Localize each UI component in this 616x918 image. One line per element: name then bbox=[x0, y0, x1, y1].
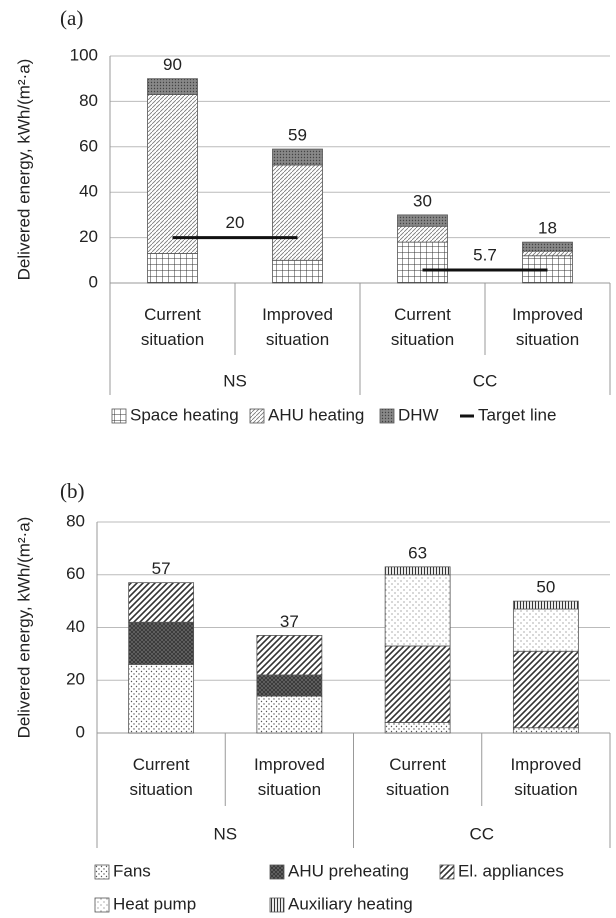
total-label: 90 bbox=[163, 55, 182, 74]
x-tick-label: Current situation bbox=[140, 305, 205, 349]
y-tick-label: 20 bbox=[79, 227, 98, 246]
total-label: 18 bbox=[538, 219, 557, 238]
legend-label: AHU preheating bbox=[288, 861, 409, 880]
y-tick-label: 40 bbox=[66, 617, 85, 636]
bar-segment bbox=[512, 650, 579, 729]
bar-segment bbox=[256, 635, 323, 676]
bar-segment bbox=[512, 600, 579, 610]
legend-swatch bbox=[94, 897, 110, 913]
target-label: 5.7 bbox=[473, 246, 497, 265]
legend-label: Target line bbox=[478, 405, 556, 424]
bar-segment bbox=[147, 94, 198, 254]
group-label: NS bbox=[213, 824, 237, 843]
x-tick-label: Improved situation bbox=[262, 305, 333, 349]
legend-swatch bbox=[249, 408, 265, 424]
bar-segment bbox=[128, 582, 195, 623]
x-tick-label: Improved situation bbox=[512, 305, 583, 349]
bar-segment bbox=[397, 214, 448, 227]
y-axis-label: Delivered energy, kWh/(m²·a) bbox=[14, 59, 33, 281]
x-tick-label: Current situation bbox=[129, 755, 193, 799]
x-tick-label: Current situation bbox=[390, 305, 455, 349]
bar-segment bbox=[256, 674, 323, 697]
total-label: 59 bbox=[288, 126, 307, 145]
bar-segment bbox=[272, 148, 323, 166]
y-tick-label: 80 bbox=[66, 511, 85, 530]
legend-label: AHU heating bbox=[268, 405, 364, 424]
legend-label: DHW bbox=[398, 405, 439, 424]
legend-swatch bbox=[269, 864, 285, 880]
legend-label: Fans bbox=[113, 861, 151, 880]
bar-segment bbox=[147, 253, 198, 284]
total-label: 37 bbox=[280, 612, 299, 631]
legend-label: Auxiliary heating bbox=[288, 894, 413, 913]
y-tick-label: 0 bbox=[76, 722, 85, 741]
legend-label: El. appliances bbox=[458, 861, 564, 880]
legend-label: Space heating bbox=[130, 405, 239, 424]
y-tick-label: 0 bbox=[89, 272, 98, 291]
bar-segment bbox=[256, 695, 323, 734]
y-tick-label: 60 bbox=[66, 564, 85, 583]
panel-label: (b) bbox=[60, 479, 85, 503]
bar-segment bbox=[512, 727, 579, 734]
bar-segment bbox=[147, 78, 198, 95]
total-label: 63 bbox=[408, 543, 427, 562]
y-tick-label: 100 bbox=[70, 45, 98, 64]
x-tick-label: Improved situation bbox=[253, 755, 325, 799]
x-tick-label: Improved situation bbox=[510, 755, 582, 799]
bar-segment bbox=[522, 241, 573, 252]
bar-segment bbox=[128, 621, 195, 665]
bar-segment bbox=[384, 645, 451, 723]
legend-swatch bbox=[379, 408, 395, 424]
total-label: 30 bbox=[413, 191, 432, 210]
panel-label: (a) bbox=[60, 6, 83, 30]
legend-swatch bbox=[269, 897, 285, 913]
y-tick-label: 40 bbox=[79, 182, 98, 201]
bar-segment bbox=[272, 259, 323, 284]
y-tick-label: 80 bbox=[79, 91, 98, 110]
bar-segment bbox=[128, 664, 195, 734]
x-tick-label: Current situation bbox=[385, 755, 450, 799]
legend-label: Heat pump bbox=[113, 894, 196, 913]
bar-segment bbox=[384, 722, 451, 734]
bar-segment bbox=[397, 241, 448, 284]
y-axis-label: Delivered energy, kWh/(m²·a) bbox=[14, 517, 33, 739]
group-label: NS bbox=[223, 371, 247, 390]
target-label: 20 bbox=[226, 213, 245, 232]
bar-segment bbox=[522, 250, 573, 257]
group-label: CC bbox=[469, 824, 494, 843]
bar-segment bbox=[272, 164, 323, 261]
total-label: 50 bbox=[536, 578, 555, 597]
y-tick-label: 20 bbox=[66, 670, 85, 689]
bar-segment bbox=[384, 574, 451, 647]
bar-segment bbox=[384, 566, 451, 576]
total-label: 57 bbox=[152, 559, 171, 578]
y-tick-label: 60 bbox=[79, 136, 98, 155]
bar-segment bbox=[512, 608, 579, 652]
bar-segment bbox=[397, 225, 448, 243]
legend-swatch bbox=[439, 864, 455, 880]
legend-swatch bbox=[111, 408, 127, 424]
group-label: CC bbox=[473, 371, 498, 390]
legend-swatch bbox=[94, 864, 110, 880]
